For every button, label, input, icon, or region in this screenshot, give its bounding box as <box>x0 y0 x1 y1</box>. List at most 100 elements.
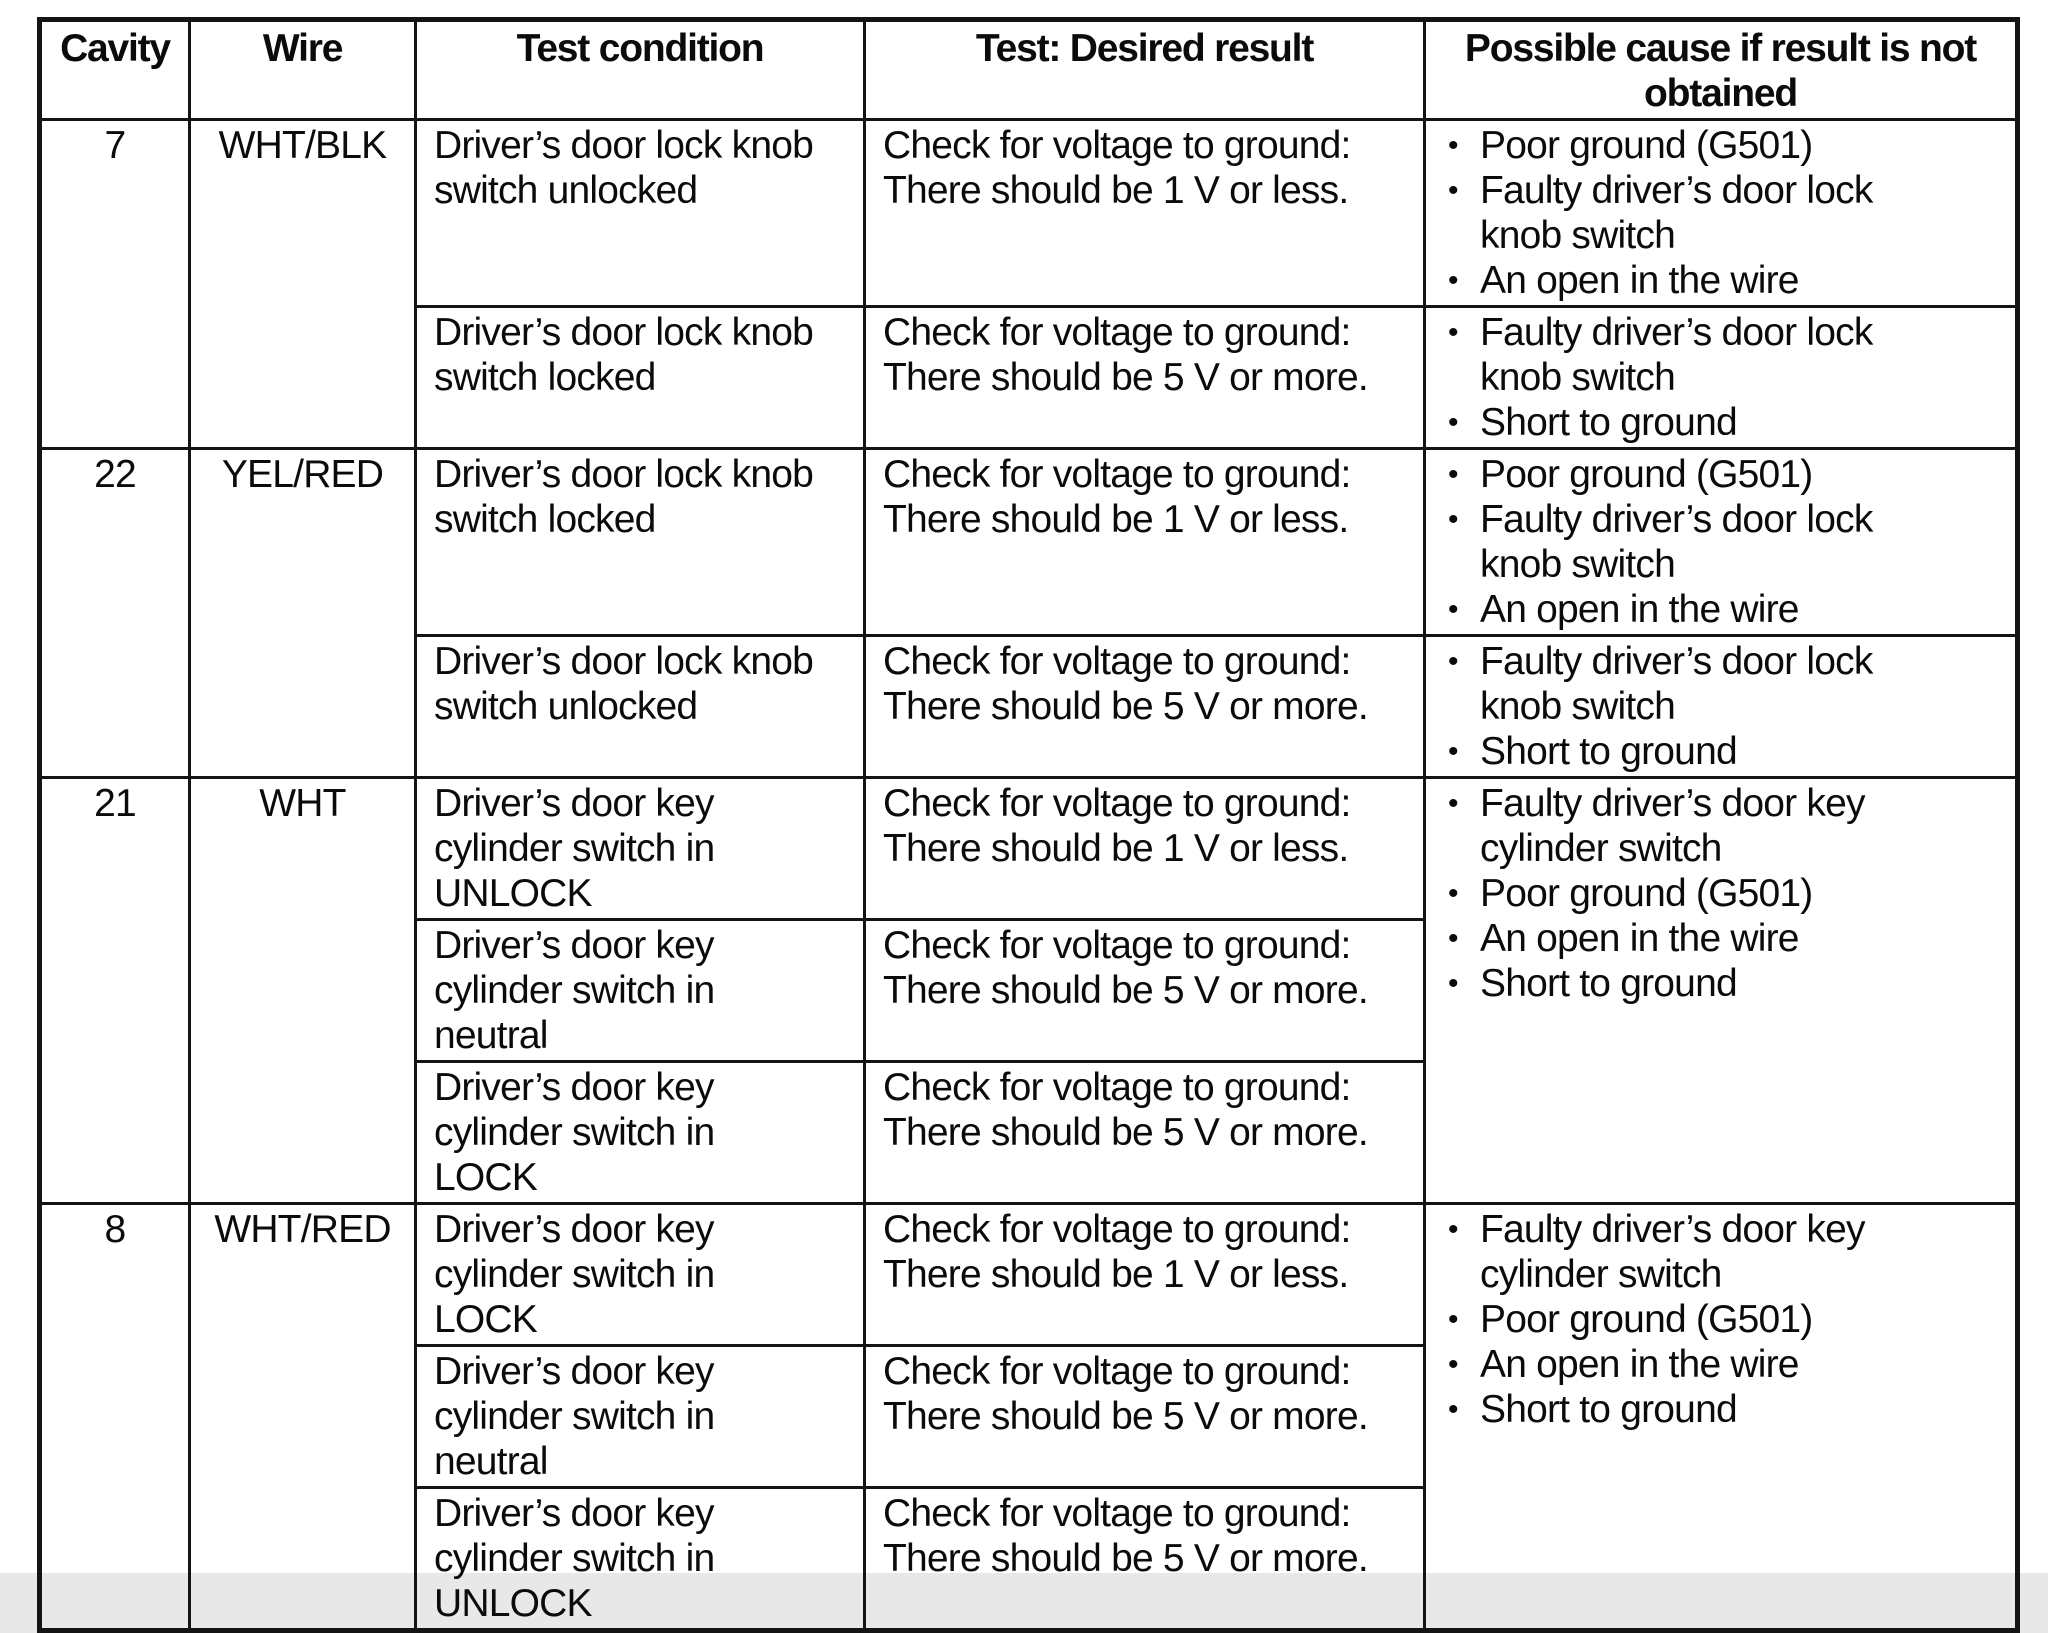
bullet-icon: • <box>1448 316 1459 349</box>
wire-cell-wht: WHT <box>188 776 417 1205</box>
cause-line: Short to ground <box>1480 1388 1738 1431</box>
condition-line: Driver’s door key <box>434 1066 715 1109</box>
cause-line: Poor ground (G501) <box>1480 453 1813 496</box>
result-line: Check for voltage to ground: <box>883 640 1351 683</box>
result-line: There should be 5 V or more. <box>883 685 1369 728</box>
cause-item: • Faulty driver’s door key cylinder swit… <box>1448 781 2009 871</box>
wire-value: WHT <box>259 782 346 825</box>
cause-item: • Short to ground <box>1448 1387 2009 1432</box>
condition-cell: Driver’s door key cylinder switch in LOC… <box>414 1202 866 1347</box>
result-line: Check for voltage to ground: <box>883 1208 1351 1251</box>
cause-line: Faulty driver’s door lock <box>1480 640 1873 683</box>
bullet-icon: • <box>1448 1213 1459 1246</box>
wire-value: WHT/BLK <box>218 124 388 167</box>
cavity-value: 7 <box>104 124 127 167</box>
cause-line: An open in the wire <box>1480 259 1799 302</box>
bullet-icon: • <box>1448 922 1459 955</box>
cause-line: knob switch <box>1480 685 1676 728</box>
header-test-condition: Test condition <box>414 18 866 121</box>
wire-value: YEL/RED <box>221 453 384 496</box>
bullet-icon: • <box>1448 593 1459 626</box>
cause-item: • Poor ground (G501) <box>1448 871 2009 916</box>
table-row: Driver’s door lock knob switch locked Ch… <box>40 305 2019 450</box>
header-wire-label: Wire <box>262 27 344 70</box>
cause-item: • Faulty driver’s door lock knob switch <box>1448 310 2009 400</box>
wire-value: WHT/RED <box>214 1208 391 1251</box>
cause-item: • An open in the wire <box>1448 587 2009 632</box>
condition-cell: Driver’s door key cylinder switch in neu… <box>414 918 866 1063</box>
condition-line: LOCK <box>434 1156 538 1199</box>
result-cell: Check for voltage to ground: There shoul… <box>863 634 1426 779</box>
condition-line: Driver’s door key <box>434 924 715 967</box>
result-line: Check for voltage to ground: <box>883 1066 1351 1109</box>
result-line: There should be 5 V or more. <box>883 969 1369 1012</box>
cause-item: • An open in the wire <box>1448 1342 2009 1387</box>
condition-line: cylinder switch in <box>434 1395 715 1438</box>
cause-item: • Faulty driver’s door lock knob switch <box>1448 639 2009 729</box>
result-line: There should be 1 V or less. <box>883 498 1349 541</box>
condition-line: LOCK <box>434 1298 538 1341</box>
result-line: Check for voltage to ground: <box>883 124 1351 167</box>
bullet-icon: • <box>1448 503 1459 536</box>
result-cell: Check for voltage to ground: There shoul… <box>863 1344 1426 1489</box>
condition-line: cylinder switch in <box>434 1537 715 1580</box>
result-line: There should be 5 V or more. <box>883 1395 1369 1438</box>
wire-cell-wht-blk: WHT/BLK <box>188 118 417 450</box>
result-cell: Check for voltage to ground: There shoul… <box>863 447 1426 637</box>
condition-line: cylinder switch in <box>434 1253 715 1296</box>
bullet-icon: • <box>1448 645 1459 678</box>
causes-cell: • Faulty driver’s door lock knob switch … <box>1423 305 2019 450</box>
causes-cell: • Poor ground (G501) • Faulty driver’s d… <box>1423 118 2019 308</box>
cause-line: Short to ground <box>1480 730 1738 773</box>
cause-line: Short to ground <box>1480 401 1738 444</box>
condition-line: cylinder switch in <box>434 969 715 1012</box>
bullet-icon: • <box>1448 877 1459 910</box>
cause-item: • Faulty driver’s door key cylinder swit… <box>1448 1207 2009 1297</box>
cause-item: • Short to ground <box>1448 400 2009 445</box>
table-row: Driver’s door key cylinder switch in neu… <box>40 1344 2018 1489</box>
condition-cell: Driver’s door lock knob switch unlocked <box>414 634 866 779</box>
condition-line: Driver’s door key <box>434 1492 715 1535</box>
header-wire: Wire <box>188 18 417 121</box>
causes-cell-shared: • Faulty driver’s door key cylinder swit… <box>1423 1202 2019 1632</box>
cause-line: knob switch <box>1480 214 1676 257</box>
connector-test-table: Cavity Wire Test condition Test: Desired… <box>37 17 2020 1633</box>
cause-line: Faulty driver’s door lock <box>1480 311 1873 354</box>
condition-cell: Driver’s door lock knob switch locked <box>414 447 866 637</box>
condition-line: neutral <box>434 1440 548 1483</box>
cause-item: • Short to ground <box>1448 729 2009 774</box>
cause-line: Poor ground (G501) <box>1480 1298 1813 1341</box>
result-cell: Check for voltage to ground: There shoul… <box>863 305 1426 450</box>
result-line: Check for voltage to ground: <box>883 1492 1351 1535</box>
cause-line: Poor ground (G501) <box>1480 124 1813 167</box>
result-line: There should be 5 V or more. <box>883 1537 1369 1580</box>
result-cell: Check for voltage to ground: There shoul… <box>863 776 1426 921</box>
cause-item: • Faulty driver’s door lock knob switch <box>1448 168 2009 258</box>
cavity-cell-21: 21 <box>38 776 191 1205</box>
result-line: Check for voltage to ground: <box>883 782 1351 825</box>
result-line: There should be 1 V or less. <box>883 827 1349 870</box>
header-test-condition-label: Test condition <box>516 27 765 70</box>
cause-item: • An open in the wire <box>1448 258 2009 303</box>
bullet-icon: • <box>1448 174 1459 207</box>
bullet-icon: • <box>1448 264 1459 297</box>
cause-line: Poor ground (G501) <box>1480 872 1813 915</box>
cause-line: An open in the wire <box>1480 917 1799 960</box>
bullet-icon: • <box>1448 967 1459 1000</box>
result-line: There should be 5 V or more. <box>883 1111 1369 1154</box>
bullet-icon: • <box>1448 129 1459 162</box>
condition-cell: Driver’s door key cylinder switch in neu… <box>414 1344 866 1489</box>
cause-line: Faulty driver’s door lock <box>1480 169 1873 212</box>
condition-line: UNLOCK <box>434 1582 593 1625</box>
bullet-icon: • <box>1448 787 1459 820</box>
table-row: 8 WHT/RED Driver’s door key cylinder swi… <box>38 1202 2019 1632</box>
result-cell: Check for voltage to ground: There shoul… <box>863 1486 1426 1632</box>
cause-line: knob switch <box>1480 356 1676 399</box>
cavity-value: 8 <box>104 1208 127 1251</box>
bullet-icon: • <box>1448 458 1459 491</box>
table-row: 22 YEL/RED Driver’s door lock knob switc… <box>38 447 2019 779</box>
cavity-value: 21 <box>94 782 137 825</box>
causes-cell: • Poor ground (G501) • Faulty driver’s d… <box>1423 447 2019 637</box>
cause-line: Faulty driver’s door lock <box>1480 498 1873 541</box>
result-line: Check for voltage to ground: <box>883 453 1351 496</box>
